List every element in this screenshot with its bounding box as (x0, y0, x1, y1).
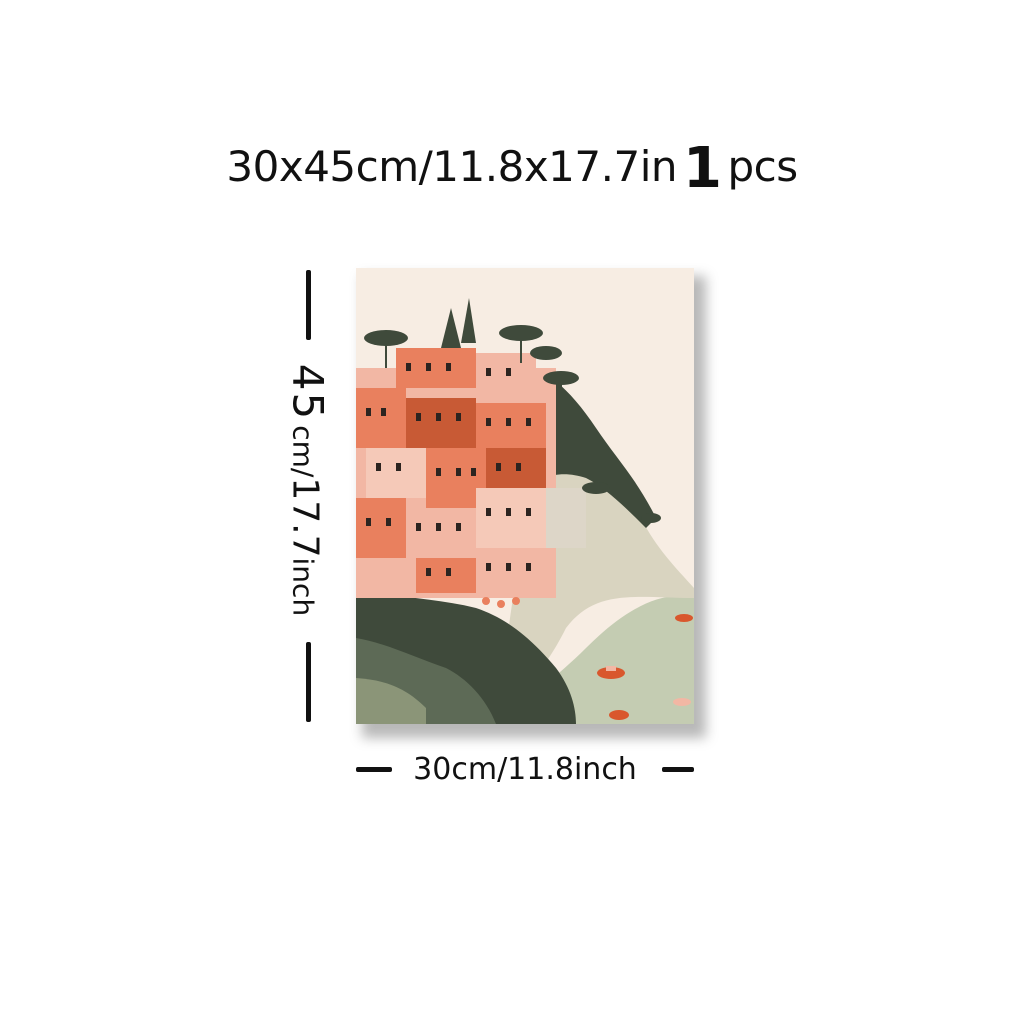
height-dimension-line-bottom (306, 642, 311, 722)
height-number-inch: 17.7 (284, 477, 326, 558)
height-label: 45cm/17.7inch (284, 364, 333, 616)
width-dimension-line-left (356, 767, 392, 772)
village-illustration (356, 268, 694, 724)
quantity-unit: pcs (727, 142, 798, 191)
boats (597, 614, 693, 720)
beach-umbrellas (482, 597, 520, 608)
size-title: 30x45cm/11.8x17.7in 1 pcs (0, 136, 1024, 201)
height-dimension-line-top (306, 270, 311, 340)
size-text: 30x45cm/11.8x17.7in (226, 142, 677, 191)
foreground-light-bush (356, 678, 426, 724)
quantity-number: 1 (682, 136, 722, 201)
village-buildings (356, 348, 586, 598)
canvas-artwork (356, 268, 694, 724)
width-dimension-line-right (662, 767, 694, 772)
palm-trees (364, 298, 661, 523)
dark-hillside (536, 368, 656, 528)
height-unit-cm: cm/ (286, 425, 320, 478)
height-number: 45 (283, 363, 333, 422)
height-unit-inch: inch (286, 557, 320, 617)
width-label: 30cm/11.8inch (413, 752, 637, 787)
